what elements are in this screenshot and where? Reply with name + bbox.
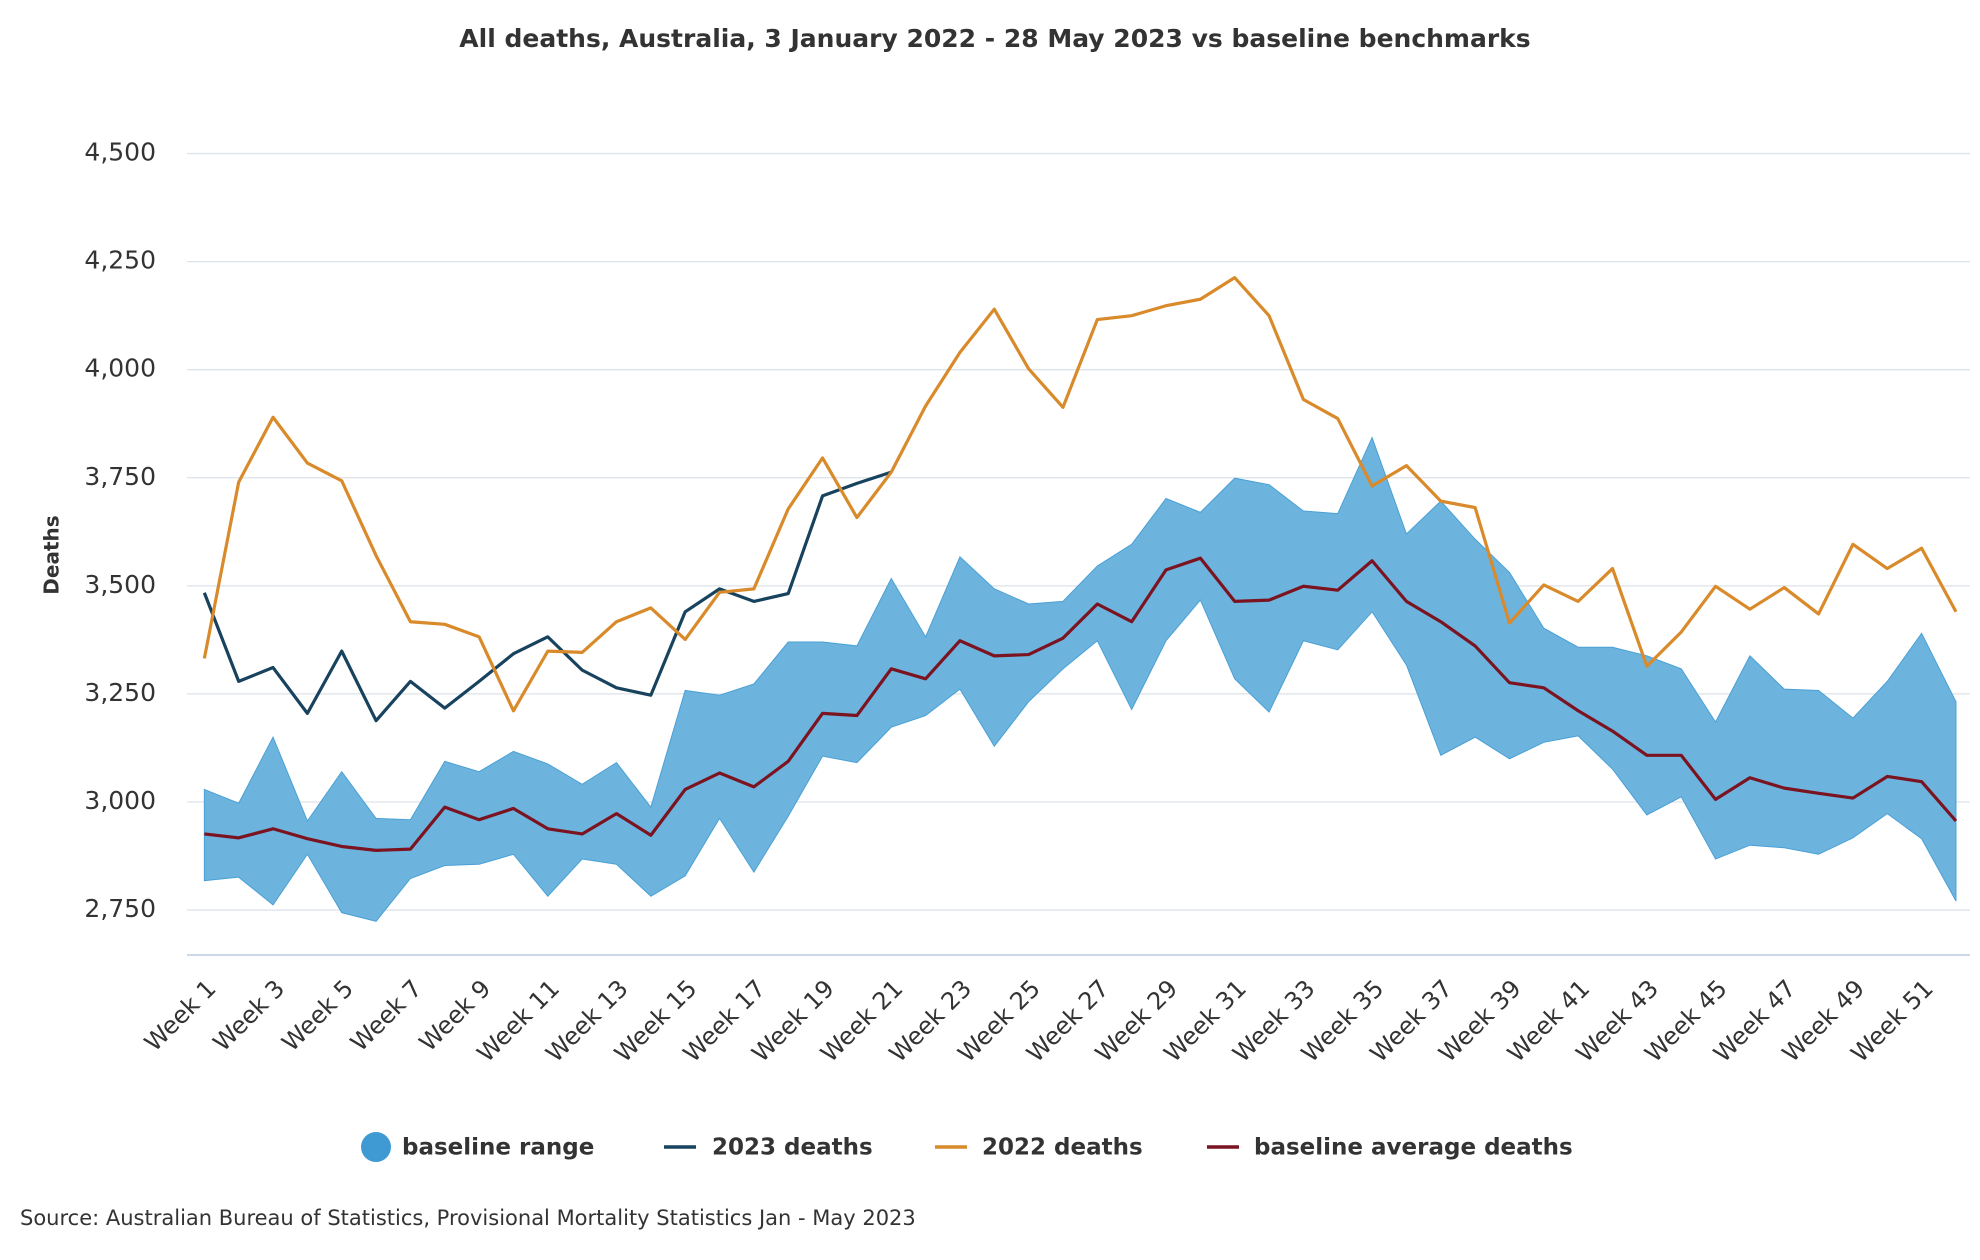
y-tick-label: 4,000 (84, 354, 156, 383)
y-tick-label: 4,250 (84, 246, 156, 275)
legend-swatch (361, 1132, 391, 1162)
legend-label: baseline range (402, 1135, 594, 1161)
y-tick-label: 3,500 (84, 570, 156, 599)
y-tick-label: 3,250 (84, 678, 156, 707)
x-tick-label: Week 5 (276, 974, 358, 1056)
y-tick-label: 2,750 (84, 894, 156, 923)
x-tick-label: Week 1 (139, 974, 221, 1056)
y-tick-label: 4,500 (84, 138, 156, 167)
range-area (203, 436, 1957, 922)
x-tick-label: Week 3 (208, 974, 290, 1056)
legend-label: baseline average deaths (1254, 1135, 1573, 1161)
y-axis-label: Deaths (40, 515, 64, 594)
series-line (204, 556, 1958, 852)
chart-title: All deaths, Australia, 3 January 2022 - … (459, 24, 1530, 53)
series-line (202, 470, 892, 723)
y-tick-label: 3,000 (84, 786, 156, 815)
legend-label: 2022 deaths (982, 1135, 1143, 1161)
legend-label: 2023 deaths (712, 1135, 873, 1161)
y-tick-label: 3,750 (84, 462, 156, 491)
x-tick-label: Week 7 (345, 974, 427, 1056)
source-note: Source: Australian Bureau of Statistics,… (20, 1206, 916, 1230)
series-line (202, 276, 1958, 713)
